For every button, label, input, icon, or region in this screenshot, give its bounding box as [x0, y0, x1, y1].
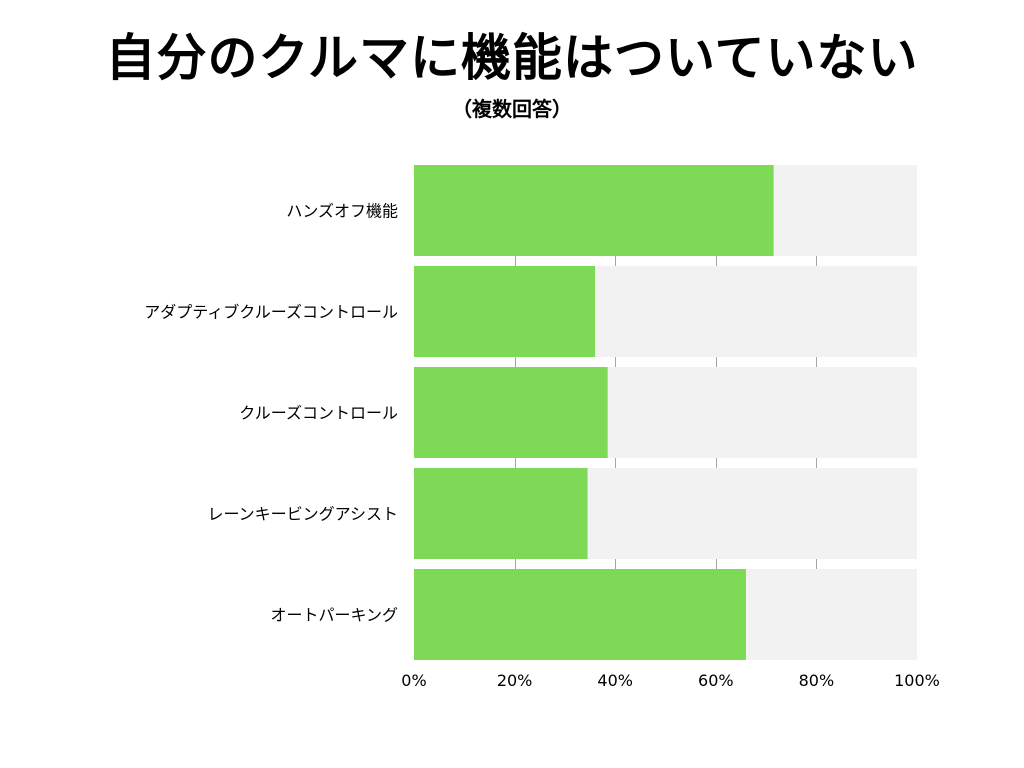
bar [414, 367, 608, 458]
category-label: アダプティブクルーズコントロール [144, 303, 398, 322]
x-tick-label: 80% [799, 671, 835, 690]
chart-title: 自分のクルマに機能はついていない [105, 29, 919, 87]
x-tick-label: 100% [894, 671, 940, 690]
x-tick-label: 40% [597, 671, 633, 690]
x-tick-label: 60% [698, 671, 734, 690]
x-tick-label: 20% [497, 671, 533, 690]
category-labels: ハンズオフ機能アダプティブクルーズコントロールクルーズコントロールレーンキービン… [144, 202, 398, 625]
bar [414, 266, 596, 357]
x-tick-label: 0% [401, 671, 426, 690]
category-label: レーンキービングアシスト [207, 505, 398, 524]
x-axis-tick-labels: 0% 20% 40% 60% 80% 100% [401, 671, 940, 690]
bars [414, 165, 774, 660]
chart-subtitle: （複数回答） [452, 97, 572, 121]
category-label: クルーズコントロール [239, 404, 398, 423]
category-label: オートパーキング [270, 606, 398, 625]
bar [414, 165, 774, 256]
category-label: ハンズオフ機能 [286, 202, 398, 221]
bar [414, 468, 588, 559]
bar [414, 569, 746, 660]
